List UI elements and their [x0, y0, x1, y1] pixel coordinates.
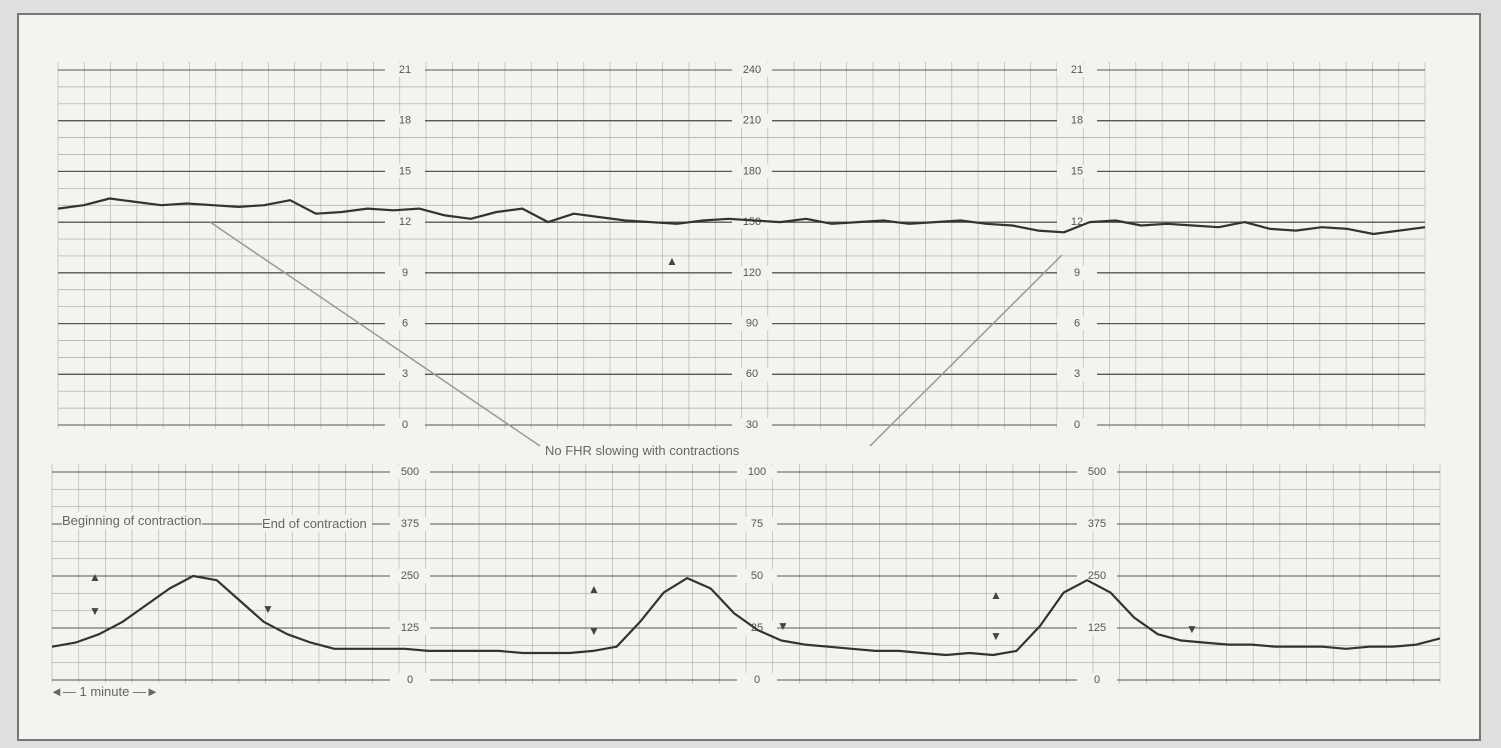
y-tick-label: 21: [399, 64, 411, 76]
y-tick-label: 150: [743, 216, 761, 228]
marker: ▼: [89, 604, 101, 618]
tick-label-bg: [1077, 517, 1117, 531]
tick-label-bg: [737, 517, 777, 531]
tick-label-bg: [385, 316, 425, 331]
tick-label-bg: [732, 164, 772, 179]
y-tick-label: 240: [743, 64, 761, 76]
tick-label-bg: [385, 164, 425, 179]
tick-label-bg: [1057, 164, 1097, 179]
marker: ▲: [666, 254, 678, 268]
pointer-line: [869, 254, 1063, 447]
tick-label-bg: [385, 63, 425, 77]
y-tick-label: 9: [402, 267, 408, 279]
tick-label-bg: [390, 569, 430, 583]
annotation: Beginning of contraction: [62, 512, 202, 529]
tick-label-bg: [1057, 215, 1097, 230]
tick-label-bg: [385, 418, 425, 432]
y-tick-label: 6: [1074, 317, 1080, 329]
y-tick-label: 0: [402, 419, 408, 431]
tick-label-bg: [1077, 465, 1117, 479]
tick-label-bg: [390, 621, 430, 635]
tick-label-bg: [385, 367, 425, 382]
y-tick-label: 250: [1088, 570, 1106, 582]
tick-label-bg: [732, 63, 772, 77]
tick-label-bg: [1057, 113, 1097, 128]
trace: [51, 574, 1441, 657]
marker: ▲: [990, 588, 1002, 602]
marker: ▼: [1186, 622, 1198, 636]
y-tick-label: 100: [748, 466, 766, 478]
y-tick-label: 375: [401, 518, 419, 530]
y-tick-label: 18: [399, 115, 411, 127]
marker: ▼: [777, 619, 789, 633]
y-tick-label: 250: [401, 570, 419, 582]
y-tick-label: 500: [401, 466, 419, 478]
y-tick-label: 3: [1074, 368, 1080, 380]
y-tick-label: 12: [399, 216, 411, 228]
tick-label-bg: [732, 265, 772, 280]
y-tick-label: 90: [746, 317, 758, 329]
tick-label-bg: [737, 621, 777, 635]
tick-label-bg: [385, 113, 425, 128]
y-tick-label: 125: [1088, 622, 1106, 634]
tick-label-bg: [1057, 265, 1097, 280]
y-tick-label: 75: [751, 518, 763, 530]
y-tick-label: 15: [399, 165, 411, 177]
tick-label-bg: [732, 367, 772, 382]
tick-label-bg: [1057, 367, 1097, 382]
annotation: End of contraction: [262, 515, 372, 532]
y-tick-label: 375: [1088, 518, 1106, 530]
marker: ▼: [990, 629, 1002, 643]
y-tick-label: 30: [746, 419, 758, 431]
y-tick-label: 500: [1088, 466, 1106, 478]
marker: ▼: [588, 624, 600, 638]
tick-label-bg: [737, 569, 777, 583]
annotation: 1 minute: [79, 684, 130, 699]
tick-label-bg: [1057, 418, 1097, 432]
marker: ▲: [89, 570, 101, 584]
y-tick-label: 15: [1071, 165, 1083, 177]
tick-label-bg: [737, 465, 777, 479]
y-tick-label: 180: [743, 165, 761, 177]
y-tick-label: 0: [1094, 674, 1100, 686]
y-tick-label: 50: [751, 570, 763, 582]
tick-label-bg: [385, 215, 425, 230]
pointer-line: [209, 221, 541, 447]
marker: ▲: [588, 582, 600, 596]
y-tick-label: 18: [1071, 115, 1083, 127]
y-tick-label: 0: [407, 674, 413, 686]
marker: ▼: [262, 602, 274, 616]
tick-label-bg: [732, 113, 772, 128]
trace: [57, 197, 1426, 236]
tick-label-bg: [1057, 316, 1097, 331]
y-tick-label: 120: [743, 267, 761, 279]
y-tick-label: 210: [743, 115, 761, 127]
y-tick-label: 0: [1074, 419, 1080, 431]
tick-label-bg: [390, 465, 430, 479]
tick-label-bg: [390, 517, 430, 531]
tick-label-bg: [732, 316, 772, 331]
y-tick-label: 6: [402, 317, 408, 329]
tick-label-bg: [385, 265, 425, 280]
y-tick-label: 0: [754, 674, 760, 686]
tick-label-bg: [390, 673, 430, 687]
tick-label-bg: [1057, 63, 1097, 77]
y-tick-label: 60: [746, 368, 758, 380]
annotation: No FHR slowing with contractions: [545, 442, 740, 459]
tick-label-bg: [1077, 673, 1117, 687]
y-tick-label: 9: [1074, 267, 1080, 279]
tick-label-bg: [732, 418, 772, 432]
tick-label-bg: [1077, 621, 1117, 635]
time-scale: ◄— 1 minute —►: [50, 683, 159, 700]
y-tick-label: 21: [1071, 64, 1083, 76]
tick-label-bg: [737, 673, 777, 687]
y-tick-label: 125: [401, 622, 419, 634]
y-tick-label: 3: [402, 368, 408, 380]
